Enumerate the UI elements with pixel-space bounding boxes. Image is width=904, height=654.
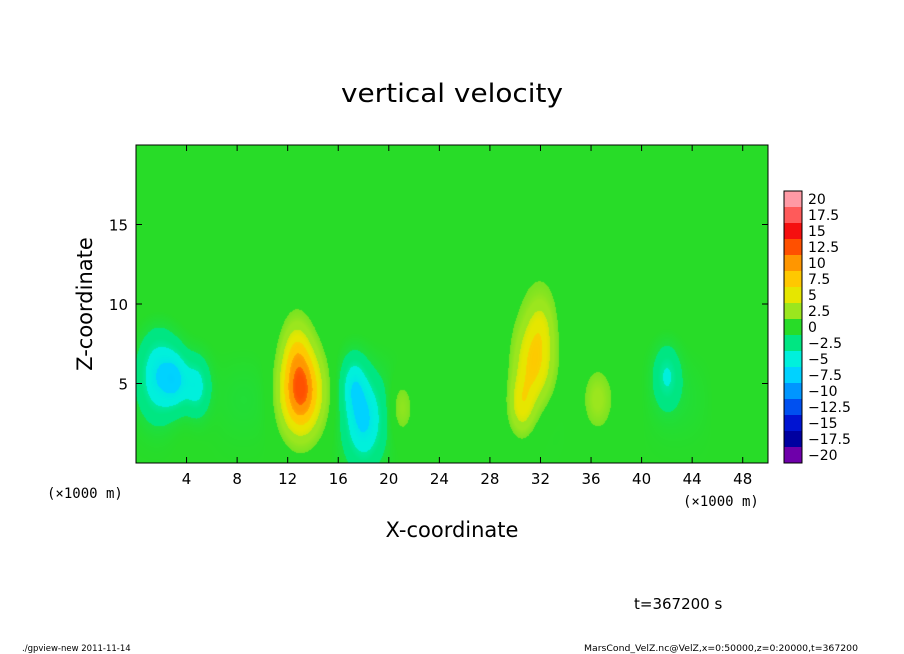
colorbar-swatch [784, 207, 802, 224]
x-tick-label: 20 [379, 470, 398, 488]
y-tick-label: 15 [109, 217, 128, 235]
colorbar-label: −2.5 [808, 336, 842, 352]
y-tick-label: 10 [109, 296, 128, 314]
x-axis-unit-right: (×1000 m) [683, 494, 759, 510]
colorbar-swatch [784, 287, 802, 304]
colorbar-label: −5 [808, 352, 829, 368]
colorbar-swatch [784, 271, 802, 288]
colorbar-label: −12.5 [808, 400, 851, 416]
colorbar-label: 12.5 [808, 240, 839, 256]
colorbar-swatch [784, 255, 802, 272]
y-axis-label: Z-coordinate [73, 237, 97, 371]
y-axis-ticks: 5 10 15 [109, 217, 768, 394]
colorbar-label: −10 [808, 384, 838, 400]
colorbar-label: −15 [808, 416, 838, 432]
colorbar-label: −7.5 [808, 368, 842, 384]
colorbar-swatch [784, 239, 802, 256]
colorbar-labels: 2017.51512.5107.552.50−2.5−5−7.5−10−12.5… [808, 192, 851, 464]
chart-title: vertical velocity [341, 79, 563, 109]
x-tick-label: 28 [480, 470, 499, 488]
colorbar-swatch [784, 319, 802, 336]
colorbar-label: 5 [808, 288, 817, 304]
colorbar-label: 7.5 [808, 272, 830, 288]
colorbar [783, 190, 803, 464]
x-axis-label: X-coordinate [386, 518, 519, 542]
colorbar-label: 15 [808, 224, 826, 240]
x-tick-label: 40 [632, 470, 651, 488]
x-axis-ticks: 4 8 12 16 20 24 28 32 36 40 44 48 [182, 145, 752, 488]
time-label: t=367200 s [634, 595, 722, 613]
x-tick-label: 44 [683, 470, 702, 488]
x-tick-label: 8 [232, 470, 242, 488]
x-tick-label: 12 [278, 470, 297, 488]
colorbar-label: 2.5 [808, 304, 830, 320]
colorbar-swatch [784, 303, 802, 320]
colorbar-label: 10 [808, 256, 826, 272]
colorbar-swatch [784, 191, 802, 208]
colorbar-swatch [784, 351, 802, 368]
footer-left-note: ./gpview-new 2011-11-14 [22, 644, 131, 654]
x-tick-label: 36 [581, 470, 600, 488]
heatmap-field [136, 145, 768, 463]
colorbar-swatch [784, 223, 802, 240]
colorbar-swatch [784, 431, 802, 448]
colorbar-swatch [784, 335, 802, 352]
colorbar-swatch [784, 447, 802, 464]
colorbar-swatch [784, 415, 802, 432]
x-tick-label: 24 [430, 470, 449, 488]
colorbar-label: −17.5 [808, 432, 851, 448]
colorbar-swatch [784, 383, 802, 400]
x-axis-unit-left: (×1000 m) [47, 486, 123, 502]
colorbar-frame [783, 190, 803, 464]
colorbar-label: −20 [808, 448, 838, 464]
x-tick-label: 32 [531, 470, 550, 488]
colorbar-swatch [784, 367, 802, 384]
colorbar-label: 17.5 [808, 208, 839, 224]
y-tick-label: 5 [118, 376, 128, 394]
footer-right-note: MarsCond_VelZ.nc@VelZ,x=0:50000,z=0:2000… [584, 644, 858, 654]
colorbar-label: 0 [808, 320, 817, 336]
x-tick-label: 48 [733, 470, 752, 488]
colorbar-swatch [784, 399, 802, 416]
x-tick-label: 16 [329, 470, 348, 488]
colorbar-label: 20 [808, 192, 826, 208]
x-tick-label: 4 [182, 470, 192, 488]
